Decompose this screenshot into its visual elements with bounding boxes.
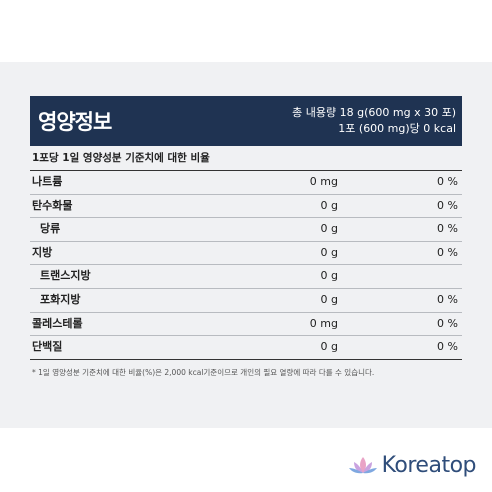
- daily-value-subheader: 1포당 1일 영양성분 기준치에 대한 비율: [30, 146, 462, 171]
- nutrient-row-carbohydrate: 탄수화물 0 g 0 %: [30, 195, 462, 219]
- nutrient-name: 포화지방: [40, 292, 81, 306]
- nutrient-amount: 0 g: [320, 222, 338, 236]
- nutrient-row-protein: 단백질 0 g 0 %: [30, 336, 462, 360]
- nutrient-amount: 0 g: [320, 245, 338, 259]
- nutrition-header: 영양정보 총 내용량 18 g(600 mg x 30 포) 1포 (600 m…: [30, 96, 462, 146]
- nutrient-row-saturated-fat: 포화지방 0 g 0 %: [30, 289, 462, 313]
- nutrient-amount: 0 mg: [309, 316, 338, 330]
- nutrient-percent: 0 %: [437, 198, 458, 212]
- nutrient-amount: 0 g: [320, 292, 338, 306]
- nutrient-amount: 0 g: [320, 340, 338, 354]
- nutrient-row-cholesterol: 콜레스테롤 0 mg 0 %: [30, 313, 462, 337]
- nutrient-name: 나트륨: [32, 175, 63, 188]
- nutrient-row-fat: 지방 0 g 0 %: [30, 242, 462, 266]
- nutrient-percent: 0 %: [437, 175, 458, 188]
- nutrient-rows: 나트륨 0 mg 0 % 탄수화물 0 g 0 % 당류 0 g 0 % 지방 …: [30, 171, 462, 360]
- daily-value-footnote: * 1일 영양성분 기준치에 대한 비율(%)은 2,000 kcal기준이므로…: [32, 367, 375, 377]
- nutrition-panel: 영양정보 총 내용량 18 g(600 mg x 30 포) 1포 (600 m…: [0, 62, 492, 428]
- per-serving-calories: 1포 (600 mg)당 0 kcal: [338, 122, 456, 135]
- nutrient-amount: 0 g: [320, 198, 338, 212]
- nutrient-name: 콜레스테롤: [32, 316, 83, 330]
- nutrient-name: 트랜스지방: [40, 269, 91, 283]
- total-content: 총 내용량 18 g(600 mg x 30 포): [292, 106, 456, 119]
- nutrient-row-trans-fat: 트랜스지방 0 g: [30, 265, 462, 289]
- serving-info: 총 내용량 18 g(600 mg x 30 포) 1포 (600 mg)당 0…: [292, 105, 456, 137]
- nutrient-percent: 0 %: [437, 292, 458, 306]
- nutrient-name: 탄수화물: [32, 198, 73, 212]
- nutrient-amount: 0 g: [320, 269, 338, 283]
- nutrition-table: 영양정보 총 내용량 18 g(600 mg x 30 포) 1포 (600 m…: [30, 96, 462, 378]
- nutrition-title: 영양정보: [38, 110, 112, 134]
- nutrient-percent: 0 %: [437, 340, 458, 354]
- lotus-icon: [348, 456, 377, 473]
- koreatop-logo: Koreatop: [348, 453, 477, 478]
- nutrient-percent: 0 %: [437, 222, 458, 236]
- nutrient-percent: 0 %: [437, 316, 458, 330]
- nutrient-row-sodium: 나트륨 0 mg 0 %: [30, 171, 462, 195]
- nutrient-name: 단백질: [32, 340, 63, 354]
- nutrient-name: 지방: [32, 245, 53, 259]
- brand-name: Koreatop: [381, 453, 477, 478]
- nutrient-amount: 0 mg: [309, 175, 338, 188]
- nutrient-name: 당류: [40, 222, 61, 236]
- nutrient-row-sugars: 당류 0 g 0 %: [30, 218, 462, 242]
- nutrient-percent: 0 %: [437, 245, 458, 259]
